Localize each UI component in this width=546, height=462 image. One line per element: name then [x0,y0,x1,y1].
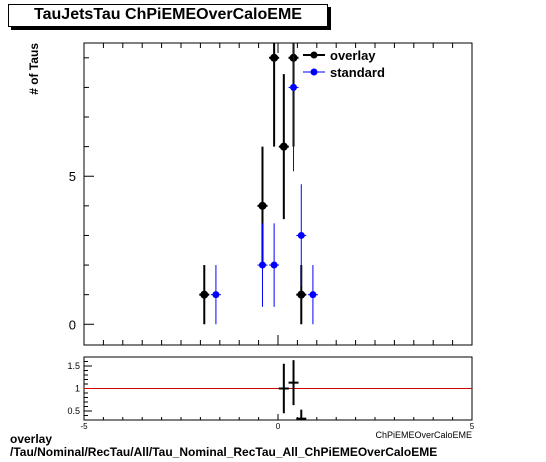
overlay-data-point [200,290,209,299]
standard-data-point [309,291,317,299]
chart-title-box: TauJetsTau ChPiEMEOverCaloEME [8,4,328,27]
overlay-data-point [297,290,306,299]
footer-caption: overlay /Tau/Nominal/RecTau/All/Tau_Nomi… [10,433,437,459]
legend-label-overlay: overlay [330,48,376,63]
overlay-data-point [279,142,288,151]
ratio-y-tick-label: 0.5 [67,406,80,416]
legend-label-standard: standard [330,65,385,80]
y-axis-label: # of Taus [27,43,41,95]
y-tick-label: 0 [69,317,76,332]
ratio-y-tick-label: 1.5 [67,361,80,371]
ratio-y-tick-label: 1 [75,384,80,394]
ratio-x-tick-label: 5 [470,422,475,431]
ratio-x-tick-label: -5 [80,422,88,431]
x-axis-label: ChPiEMEOverCaloEME [375,430,472,440]
standard-data-point [212,291,220,299]
chart-title: TauJetsTau ChPiEMEOverCaloEME [34,6,302,23]
footer-line-2: /Tau/Nominal/RecTau/All/Tau_Nominal_RecT… [10,445,438,459]
standard-data-point [297,231,305,239]
y-tick-label: 5 [69,169,76,184]
ratio-x-tick-label: 0 [276,422,281,431]
overlay-data-point [258,201,267,210]
footer-line-1: overlay [10,432,53,446]
standard-data-point [258,261,266,269]
legend-marker-overlay [310,51,318,59]
main-plot-frame [83,42,473,346]
standard-data-point [270,261,278,269]
legend-marker-standard [310,68,318,76]
overlay-data-point [270,53,279,62]
standard-data-point [290,83,298,91]
